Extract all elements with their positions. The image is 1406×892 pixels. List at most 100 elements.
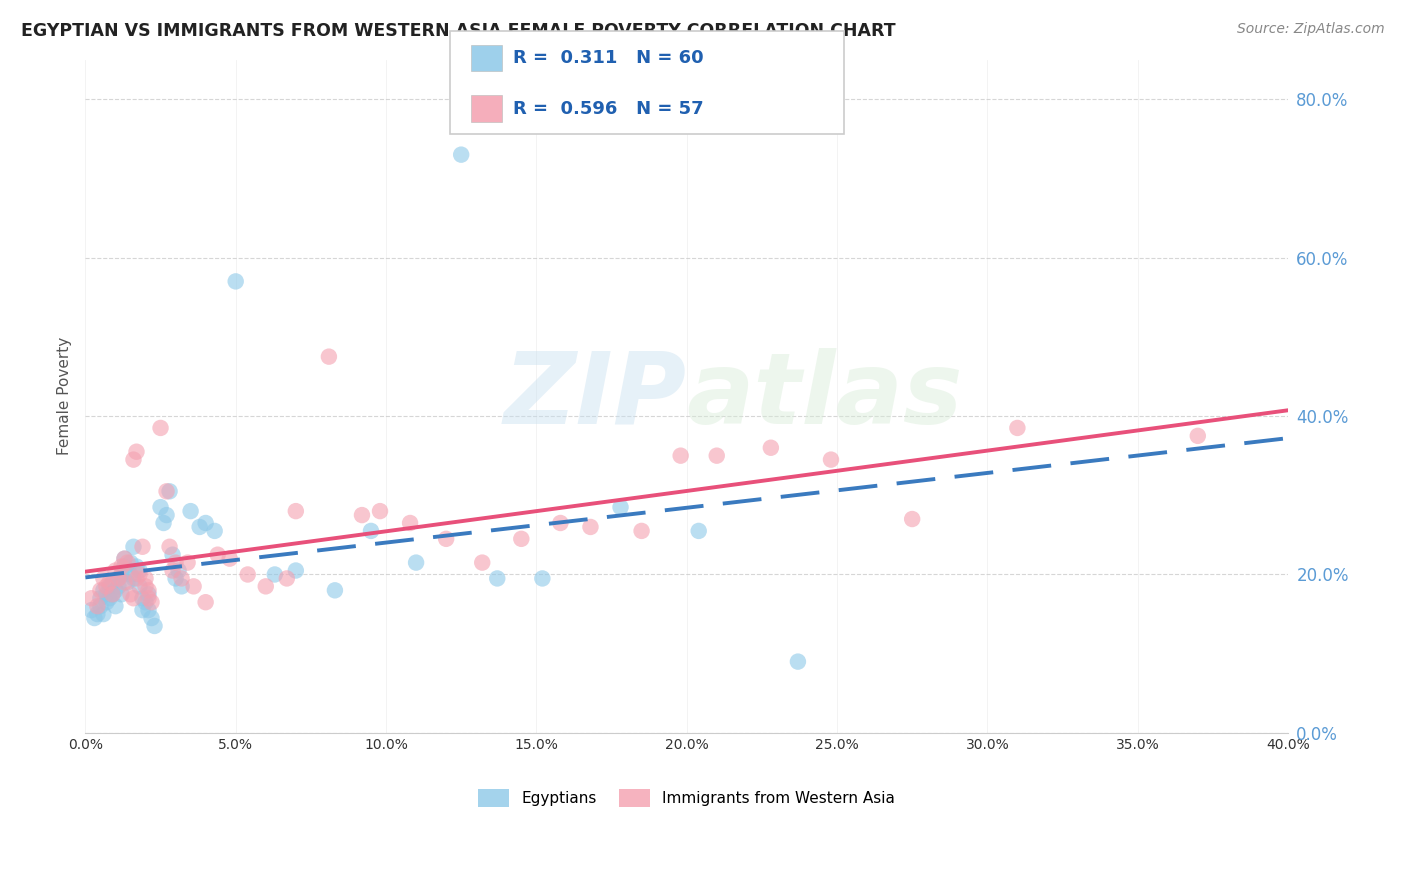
Point — [98, 591, 121, 606]
Point — [138, 583, 160, 598]
Point — [254, 579, 277, 593]
Point — [93, 583, 115, 598]
Point — [1007, 421, 1029, 435]
Point — [276, 571, 298, 585]
Point — [630, 524, 652, 538]
Point — [471, 556, 494, 570]
Point — [89, 591, 111, 606]
Point — [125, 444, 148, 458]
Point — [218, 551, 240, 566]
Point — [155, 508, 177, 522]
Point — [83, 611, 105, 625]
Point — [131, 540, 153, 554]
Point — [141, 595, 163, 609]
Point — [669, 449, 692, 463]
Point — [225, 274, 247, 288]
Point — [107, 571, 129, 585]
Text: ZIP: ZIP — [503, 348, 686, 445]
Point — [134, 595, 156, 609]
Point — [101, 587, 124, 601]
Point — [170, 571, 193, 585]
Point — [149, 500, 172, 515]
Point — [194, 595, 217, 609]
Point — [162, 564, 184, 578]
Point — [86, 599, 108, 614]
Point — [901, 512, 924, 526]
Point — [101, 575, 124, 590]
Point — [117, 575, 139, 590]
Point — [183, 579, 205, 593]
Point — [688, 524, 710, 538]
Point — [188, 520, 211, 534]
Point — [128, 564, 150, 578]
Point — [96, 595, 118, 609]
Point — [80, 603, 103, 617]
Point — [93, 571, 115, 585]
Point — [98, 575, 121, 590]
Point — [117, 556, 139, 570]
Point — [107, 579, 129, 593]
Point — [318, 350, 340, 364]
Point — [550, 516, 572, 530]
Point — [120, 556, 142, 570]
Point — [159, 540, 181, 554]
Point — [107, 571, 129, 585]
Point — [114, 559, 136, 574]
Point — [122, 591, 145, 606]
Point — [125, 571, 148, 585]
Point — [323, 583, 346, 598]
Point — [176, 556, 198, 570]
Point — [149, 421, 172, 435]
Point — [96, 579, 118, 593]
Point — [110, 567, 132, 582]
Point — [104, 599, 127, 614]
Point — [128, 579, 150, 593]
Point — [609, 500, 631, 515]
Point — [155, 484, 177, 499]
Point — [104, 564, 127, 578]
Point — [787, 655, 810, 669]
Point — [122, 540, 145, 554]
Point — [138, 587, 160, 601]
Point — [120, 587, 142, 601]
Point — [360, 524, 382, 538]
Point — [1187, 429, 1209, 443]
Y-axis label: Female Poverty: Female Poverty — [58, 337, 72, 456]
Point — [405, 556, 427, 570]
Point — [434, 532, 457, 546]
Point — [194, 516, 217, 530]
Point — [284, 564, 307, 578]
Point — [141, 611, 163, 625]
Point — [122, 571, 145, 585]
Point — [131, 603, 153, 617]
Point — [131, 591, 153, 606]
Point — [114, 551, 136, 566]
Point — [167, 564, 190, 578]
Point — [450, 147, 472, 161]
Point — [263, 567, 285, 582]
Point — [134, 571, 156, 585]
Legend: Egyptians, Immigrants from Western Asia: Egyptians, Immigrants from Western Asia — [472, 783, 901, 813]
Point — [399, 516, 422, 530]
Point — [110, 587, 132, 601]
Point — [93, 607, 115, 621]
Point — [759, 441, 782, 455]
Point — [706, 449, 728, 463]
Point — [134, 579, 156, 593]
Point — [114, 575, 136, 590]
Point — [531, 571, 554, 585]
Point — [143, 619, 166, 633]
Point — [114, 551, 136, 566]
Point — [170, 579, 193, 593]
Point — [204, 524, 226, 538]
Text: R =  0.311   N = 60: R = 0.311 N = 60 — [513, 49, 704, 67]
Point — [162, 548, 184, 562]
Point — [138, 603, 160, 617]
Point — [86, 607, 108, 621]
Point — [122, 452, 145, 467]
Text: Source: ZipAtlas.com: Source: ZipAtlas.com — [1237, 22, 1385, 37]
Point — [138, 591, 160, 606]
Text: atlas: atlas — [686, 348, 963, 445]
Text: R =  0.596   N = 57: R = 0.596 N = 57 — [513, 100, 704, 118]
Point — [80, 591, 103, 606]
